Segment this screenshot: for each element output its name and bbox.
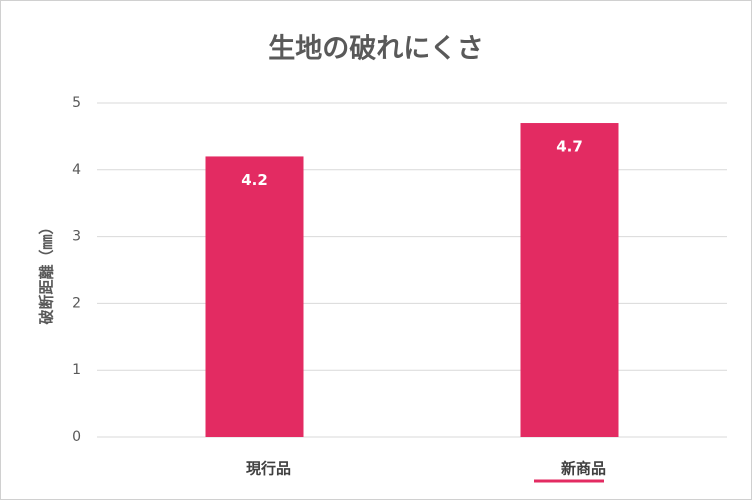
y-tick-label: 2 xyxy=(72,295,81,311)
y-tick-label: 5 xyxy=(72,95,81,111)
value-label: 4.2 xyxy=(241,171,268,189)
chart-title: 生地の破れにくさ xyxy=(268,34,483,65)
y-axis-label: 破断距離（㎜） xyxy=(38,219,56,324)
y-tick-label: 4 xyxy=(72,162,81,178)
value-label: 4.7 xyxy=(556,138,583,156)
y-tick-label: 1 xyxy=(72,362,81,378)
bar xyxy=(205,156,304,437)
x-tick-label: 現行品 xyxy=(246,460,291,478)
y-tick-label: 3 xyxy=(72,229,81,245)
y-tick-label: 0 xyxy=(72,429,81,445)
bar xyxy=(520,123,619,437)
x-tick-label: 新商品 xyxy=(561,460,606,478)
